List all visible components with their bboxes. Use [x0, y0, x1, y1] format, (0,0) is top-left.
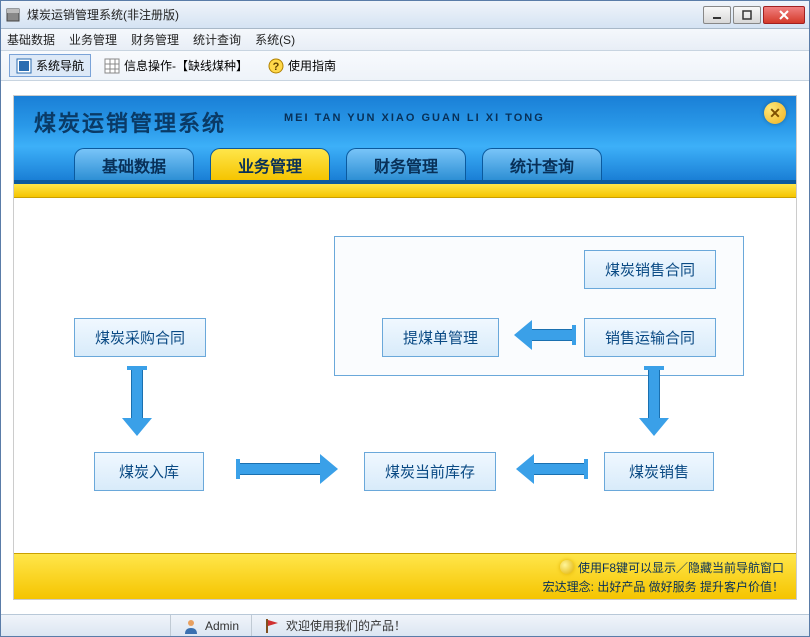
tool-info[interactable]: 信息操作-【缺线煤种】 — [97, 54, 255, 77]
tab-basic-data[interactable]: 基础数据 — [74, 148, 194, 180]
user-icon — [183, 618, 199, 634]
minimize-button[interactable] — [703, 6, 731, 24]
panel-header: 煤炭运销管理系统 MEI TAN YUN XIAO GUAN LI XI TON… — [14, 96, 796, 184]
bulb-icon — [560, 560, 574, 574]
panel-close-icon[interactable]: ✕ — [764, 102, 786, 124]
tool-guide[interactable]: ? 使用指南 — [261, 54, 343, 77]
node-coal-stock[interactable]: 煤炭当前库存 — [364, 452, 496, 491]
content-area: 煤炭运销管理系统 MEI TAN YUN XIAO GUAN LI XI TON… — [1, 81, 809, 614]
menu-basic-data[interactable]: 基础数据 — [7, 31, 55, 48]
tool-info-label: 信息操作-【缺线煤种】 — [124, 57, 248, 74]
arrow-purchase-to-in — [122, 366, 152, 436]
nav-icon — [16, 58, 32, 74]
menu-stats[interactable]: 统计查询 — [193, 31, 241, 48]
grid-icon — [104, 58, 120, 74]
node-transport-contract[interactable]: 销售运输合同 — [584, 318, 716, 357]
app-icon — [5, 7, 21, 23]
close-button[interactable] — [763, 6, 805, 24]
menu-system[interactable]: 系统(S) — [255, 31, 295, 48]
footer-hint: 使用F8键可以显示／隐藏当前导航窗口 — [560, 559, 784, 576]
nav-tabs: 基础数据 业务管理 财务管理 统计查询 — [74, 148, 602, 180]
arrow-in-to-stock — [236, 454, 338, 484]
arrow-transport-to-sale — [639, 366, 669, 436]
statusbar: Admin 欢迎使用我们的产品！ — [1, 614, 809, 636]
node-sales-contract[interactable]: 煤炭销售合同 — [584, 250, 716, 289]
status-welcome: 欢迎使用我们的产品！ — [252, 615, 418, 636]
tool-nav[interactable]: 系统导航 — [9, 54, 91, 77]
panel-footer: 使用F8键可以显示／隐藏当前导航窗口 宏达理念: 出好产品 做好服务 提升客户价… — [14, 553, 796, 599]
help-icon: ? — [268, 58, 284, 74]
menubar: 基础数据 业务管理 财务管理 统计查询 系统(S) — [1, 29, 809, 51]
svg-text:?: ? — [273, 61, 280, 73]
status-welcome-text: 欢迎使用我们的产品！ — [286, 617, 406, 634]
node-pickup-mgmt[interactable]: 提煤单管理 — [382, 318, 499, 357]
toolbar: 系统导航 信息操作-【缺线煤种】 ? 使用指南 — [1, 51, 809, 81]
titlebar[interactable]: 煤炭运销管理系统(非注册版) — [1, 1, 809, 29]
flowchart: 煤炭采购合同 煤炭销售合同 提煤单管理 销售运输合同 煤炭入库 煤炭当前库存 煤… — [14, 198, 796, 553]
tab-business[interactable]: 业务管理 — [210, 148, 330, 180]
flag-icon — [264, 618, 280, 634]
node-coal-in[interactable]: 煤炭入库 — [94, 452, 204, 491]
window-title: 煤炭运销管理系统(非注册版) — [27, 6, 703, 23]
tab-finance[interactable]: 财务管理 — [346, 148, 466, 180]
main-panel: 煤炭运销管理系统 MEI TAN YUN XIAO GUAN LI XI TON… — [13, 95, 797, 600]
footer-slogan: 宏达理念: 出好产品 做好服务 提升客户价值！ — [543, 578, 784, 595]
tool-nav-label: 系统导航 — [36, 57, 84, 74]
tab-stats[interactable]: 统计查询 — [482, 148, 602, 180]
yellow-strip — [14, 184, 796, 198]
panel-subtitle: MEI TAN YUN XIAO GUAN LI XI TONG — [284, 112, 545, 124]
footer-hint-text: 使用F8键可以显示／隐藏当前导航窗口 — [578, 559, 784, 576]
tool-guide-label: 使用指南 — [288, 57, 336, 74]
app-window: 煤炭运销管理系统(非注册版) 基础数据 业务管理 财务管理 统计查询 系统(S)… — [0, 0, 810, 637]
status-user-text: Admin — [205, 619, 239, 633]
menu-finance[interactable]: 财务管理 — [131, 31, 179, 48]
menu-business[interactable]: 业务管理 — [69, 31, 117, 48]
node-purchase-contract[interactable]: 煤炭采购合同 — [74, 318, 206, 357]
panel-title: 煤炭运销管理系统 — [34, 106, 226, 138]
arrow-sale-to-stock — [516, 454, 588, 484]
maximize-button[interactable] — [733, 6, 761, 24]
node-coal-sale[interactable]: 煤炭销售 — [604, 452, 714, 491]
status-user: Admin — [171, 615, 252, 636]
arrow-transport-to-pickup — [514, 320, 576, 350]
